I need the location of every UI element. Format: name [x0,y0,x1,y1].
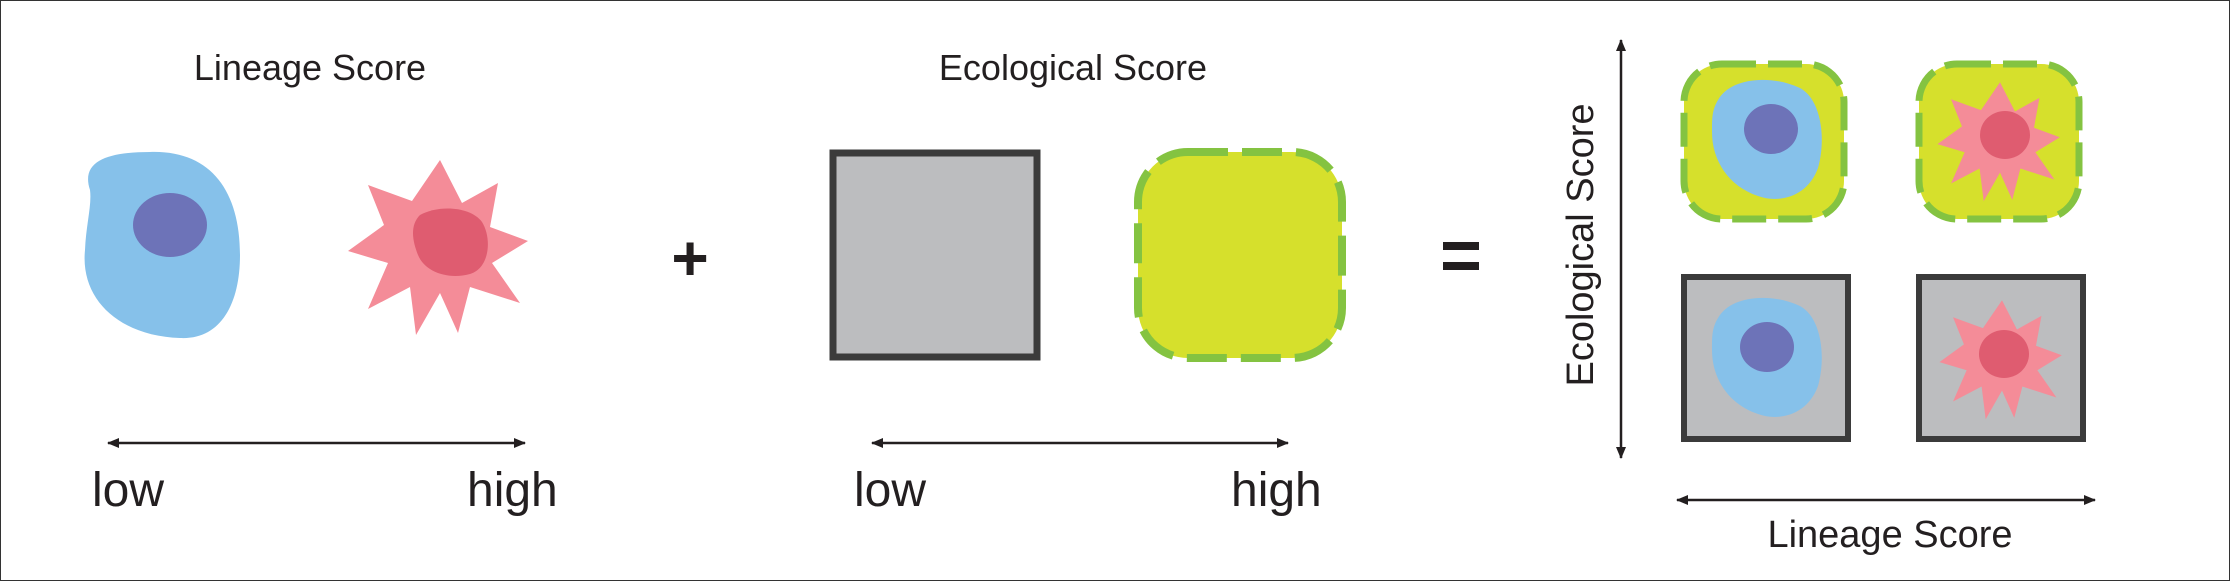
low-ecology-niche-icon [829,149,1041,361]
lineage-panel-title: Lineage Score [194,47,426,88]
ecological-panel-title: Ecological Score [939,47,1207,88]
lineage-high-label: high [467,464,558,517]
high-eco-low-lineage-cell [1680,60,1848,223]
combined-panel: Ecological Score Lineage Score [1560,39,2096,556]
combined-y-axis-label: Ecological Score [1560,103,1602,386]
low-eco-low-lineage-cell [1681,274,1851,442]
low-eco-high-lineage-cell [1916,274,2086,442]
ecological-low-label: low [854,464,926,517]
lineage-low-label: low [92,464,164,517]
high-eco-high-lineage-cell [1915,60,2083,223]
blue-cell-nucleus [133,193,207,257]
pink-cell-nucleus [413,208,488,276]
combined-x-axis-label: Lineage Score [1767,514,2012,556]
ecological-high-label: high [1231,464,1322,517]
high-ecology-niche-icon [1134,148,1346,362]
high-lineage-cell-icon [348,160,528,335]
equals-operator [1443,242,1479,270]
low-lineage-cell-icon [84,151,240,339]
plus-operator: + [671,222,708,294]
ecological-panel: Ecological Score low high [829,47,1346,517]
lineage-panel: Lineage Score low high [84,47,558,517]
